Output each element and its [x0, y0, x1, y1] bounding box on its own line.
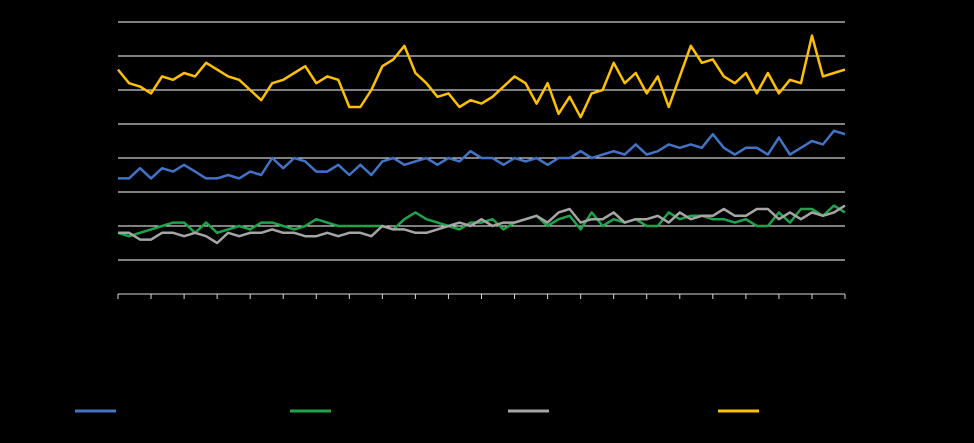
line-series — [118, 204, 846, 245]
line-series — [117, 34, 846, 119]
line-series — [117, 204, 846, 238]
line-series — [118, 129, 846, 180]
